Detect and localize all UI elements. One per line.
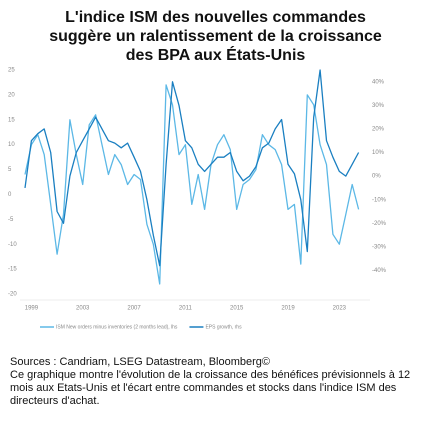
title-line: des BPA aux États-Unis xyxy=(125,47,306,64)
chart-title: L'indice ISM des nouvelles commandes sug… xyxy=(0,8,431,65)
y-tick-label: 25 xyxy=(8,68,15,74)
y-tick-label: 0 xyxy=(8,192,12,198)
y-tick-label: 5 xyxy=(8,167,12,173)
note: Ce graphique montre l'évolution de la cr… xyxy=(10,369,411,407)
series-line xyxy=(24,69,360,267)
legend-label: EPS growth, rhs xyxy=(205,324,242,330)
chart: 2520151050-5-10-15-2040%30%20%10%0%-10%-… xyxy=(8,68,387,331)
y2-tick-label: 30% xyxy=(372,103,385,109)
y-tick-label: -5 xyxy=(8,217,14,223)
y-tick-label: -10 xyxy=(8,242,17,248)
footer: Sources : Candriam, LSEG Datastream, Blo… xyxy=(10,356,425,408)
title-line: suggère un ralentissement de la croissan… xyxy=(49,28,382,45)
y2-tick-label: -30% xyxy=(372,244,387,250)
legend-label: ISM New orders minus inventories (2 mont… xyxy=(56,324,178,330)
y-tick-label: -15 xyxy=(8,267,17,273)
y2-tick-label: -40% xyxy=(372,268,387,274)
x-tick-label: 2011 xyxy=(179,306,193,312)
x-tick-label: 2019 xyxy=(281,306,295,312)
y2-tick-label: 10% xyxy=(372,150,385,156)
y-tick-label: 10 xyxy=(8,142,15,148)
y2-tick-label: 40% xyxy=(372,79,385,85)
y-tick-label: 20 xyxy=(8,92,15,98)
x-tick-label: 2015 xyxy=(230,306,244,312)
y2-tick-label: -10% xyxy=(372,197,387,203)
y2-tick-label: 20% xyxy=(372,127,385,133)
y2-tick-label: -20% xyxy=(372,221,387,227)
sources: Sources : Candriam, LSEG Datastream, Blo… xyxy=(10,356,270,368)
series-line xyxy=(24,84,360,285)
y-tick-label: 15 xyxy=(8,117,15,123)
x-tick-label: 2007 xyxy=(127,306,141,312)
x-tick-label: 1999 xyxy=(25,306,39,312)
title-line: L'indice ISM des nouvelles commandes xyxy=(65,9,366,26)
x-tick-label: 2003 xyxy=(76,306,90,312)
y2-tick-label: 0% xyxy=(372,174,381,180)
y-tick-label: -20 xyxy=(8,292,17,298)
x-tick-label: 2023 xyxy=(333,306,347,312)
